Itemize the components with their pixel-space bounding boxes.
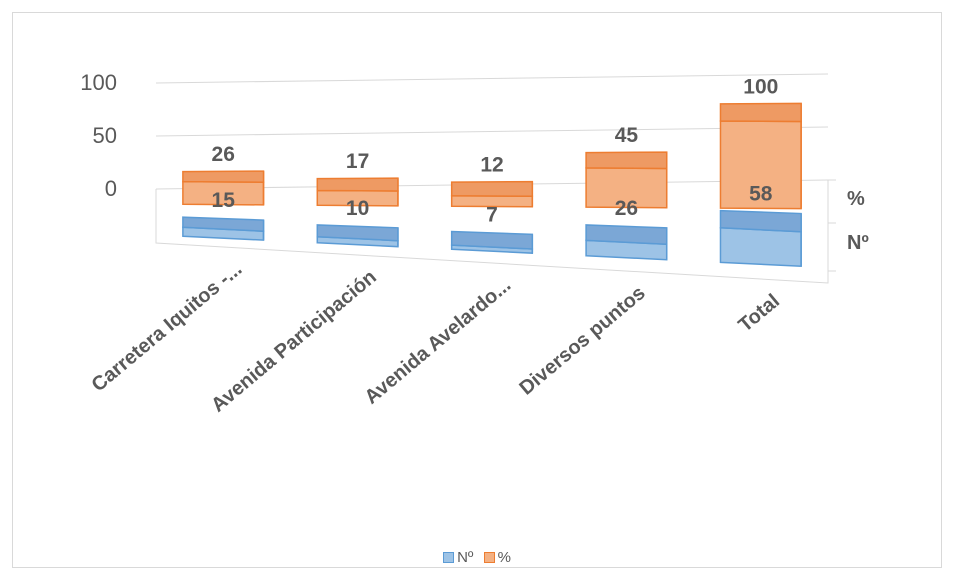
bars	[182, 102, 802, 268]
bar-n	[585, 224, 668, 261]
bar-pct	[182, 170, 265, 206]
data-label-n: 7	[486, 203, 498, 226]
y-tick-label: 0	[105, 176, 117, 201]
data-label-n: 26	[615, 197, 638, 220]
category-label: Carretera Iquitos -...	[88, 258, 247, 396]
y-tick-label: 50	[93, 123, 117, 148]
legend-label-n: Nº	[457, 549, 474, 566]
category-label: Total	[734, 290, 784, 337]
data-label-pct: 12	[480, 154, 503, 177]
category-label: Diversos puntos	[515, 282, 649, 400]
category-label: Avenida Avelardo...	[361, 274, 516, 409]
bar-n	[450, 230, 534, 254]
bar-n	[182, 216, 265, 241]
category-labels: Carretera Iquitos -...Avenida Participac…	[88, 258, 784, 417]
category-label: Avenida Participación	[207, 266, 381, 417]
y-tick-label: 100	[80, 70, 117, 95]
legend-item-pct: %	[483, 549, 511, 566]
bar-pct	[719, 102, 802, 210]
chart-frame: 0 50 100 % Nº Carretera Iquitos -... Avenida…	[12, 12, 942, 568]
data-label-n: 15	[212, 189, 236, 212]
data-label-pct: 26	[212, 143, 235, 166]
gridline	[155, 73, 829, 84]
data-labels: 26 17 12 45 100 15 10 7 26 58	[212, 75, 779, 226]
bar-pct	[585, 151, 668, 209]
y-axis-ticks: 0 50 100	[80, 70, 117, 201]
legend: Nº %	[13, 549, 941, 567]
legend-swatch-pct	[483, 552, 495, 563]
depth-axis: % Nº	[827, 179, 869, 272]
bar-pct	[316, 177, 399, 207]
data-label-pct: 45	[615, 124, 639, 147]
gridline	[155, 126, 829, 137]
depth-axis-label: Nº	[847, 232, 869, 254]
legend-swatch-n	[443, 552, 455, 563]
data-label-pct: 17	[346, 150, 369, 173]
bar-n	[316, 224, 399, 248]
bar-n	[719, 209, 802, 268]
depth-axis-label: %	[847, 188, 865, 210]
legend-label-pct: %	[497, 549, 511, 566]
data-label-n: 10	[346, 197, 369, 220]
data-label-pct: 100	[743, 75, 778, 98]
legend-item-n: Nº	[443, 549, 473, 566]
bar-pct	[450, 180, 534, 208]
data-label-n: 58	[749, 183, 773, 206]
